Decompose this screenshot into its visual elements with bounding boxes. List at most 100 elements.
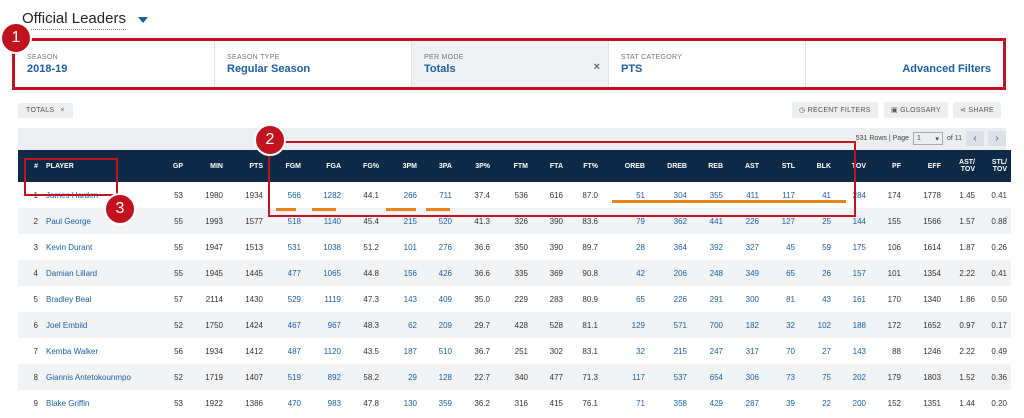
- column-header[interactable]: #: [18, 150, 42, 182]
- stat-link-cell[interactable]: 25: [799, 208, 835, 234]
- stat-link-cell[interactable]: 291: [709, 294, 723, 304]
- player-name-link[interactable]: Joel Embiid: [42, 312, 156, 338]
- stat-link-cell[interactable]: 300: [745, 294, 759, 304]
- stat-link-cell[interactable]: 79: [602, 208, 649, 234]
- stat-link-cell[interactable]: 202: [835, 364, 870, 390]
- stat-link-cell[interactable]: 426: [421, 260, 456, 286]
- stat-link-cell[interactable]: 144: [835, 208, 870, 234]
- stat-link-cell[interactable]: 157: [835, 260, 870, 286]
- player-name-link[interactable]: Kemba Walker: [46, 346, 99, 356]
- filter-season-type[interactable]: SEASON TYPE Regular Season: [215, 41, 412, 87]
- stat-link-cell[interactable]: 519: [267, 364, 305, 390]
- stat-link-cell[interactable]: 81: [786, 294, 795, 304]
- stat-link-cell[interactable]: 28: [636, 242, 645, 252]
- stat-link-cell[interactable]: 364: [673, 242, 687, 252]
- stat-link-cell[interactable]: 32: [636, 346, 645, 356]
- stat-link-cell[interactable]: 75: [799, 364, 835, 390]
- column-header[interactable]: FTA: [532, 150, 567, 182]
- player-name-link[interactable]: Bradley Beal: [46, 294, 92, 304]
- stat-link-cell[interactable]: 206: [649, 260, 691, 286]
- stat-link-cell[interactable]: 215: [383, 208, 421, 234]
- stat-link-cell[interactable]: 518: [267, 208, 305, 234]
- close-icon[interactable]: ×: [60, 107, 65, 114]
- share-button[interactable]: ⋖ SHARE: [953, 102, 1002, 118]
- filter-value[interactable]: Totals: [424, 63, 456, 75]
- stat-link-cell[interactable]: 27: [822, 346, 831, 356]
- totals-filter-chip[interactable]: TOTALS ×: [18, 103, 73, 118]
- stat-link-cell[interactable]: 306: [727, 364, 763, 390]
- column-header[interactable]: FTM: [494, 150, 532, 182]
- stat-link-cell[interactable]: 130: [403, 398, 417, 408]
- glossary-button[interactable]: ▣ GLOSSARY: [884, 102, 948, 118]
- stat-link-cell[interactable]: 59: [822, 242, 831, 252]
- stat-link-cell[interactable]: 1282: [323, 190, 341, 200]
- stat-link-cell[interactable]: 1120: [323, 346, 341, 356]
- column-header[interactable]: PF: [870, 150, 905, 182]
- advanced-filters-link[interactable]: Advanced Filters: [902, 63, 991, 75]
- stat-link-cell[interactable]: 358: [673, 398, 687, 408]
- filter-season[interactable]: SEASON 2018-19: [15, 41, 215, 87]
- stat-link-cell[interactable]: 65: [636, 294, 645, 304]
- stat-link-cell[interactable]: 41: [822, 190, 831, 200]
- column-header[interactable]: PLAYER: [42, 150, 156, 182]
- stat-link-cell[interactable]: 156: [383, 260, 421, 286]
- stat-link-cell[interactable]: 317: [745, 346, 759, 356]
- stat-link-cell[interactable]: 571: [649, 312, 691, 338]
- column-header[interactable]: 3P%: [456, 150, 494, 182]
- player-name-link[interactable]: Giannis Antetokounmpo: [42, 364, 156, 390]
- stat-link-cell[interactable]: 411: [746, 190, 759, 200]
- stat-link-cell[interactable]: 102: [799, 312, 835, 338]
- column-header[interactable]: TOV: [835, 150, 870, 182]
- stat-link-cell[interactable]: 327: [745, 242, 759, 252]
- stat-link-cell[interactable]: 1065: [305, 260, 345, 286]
- stat-link-cell[interactable]: 226: [673, 294, 687, 304]
- column-header[interactable]: 3PA: [421, 150, 456, 182]
- player-name-link[interactable]: Blake Griffin: [46, 398, 90, 408]
- stat-link-cell[interactable]: 409: [438, 294, 452, 304]
- stat-link-cell[interactable]: 392: [709, 242, 723, 252]
- stat-link-cell[interactable]: 520: [421, 208, 456, 234]
- stat-link-cell[interactable]: 70: [786, 346, 795, 356]
- stat-link-cell[interactable]: 143: [403, 294, 417, 304]
- page-title[interactable]: Official Leaders: [22, 10, 126, 30]
- stat-link-cell[interactable]: 892: [305, 364, 345, 390]
- column-header[interactable]: STL/ TOV: [979, 150, 1011, 182]
- stat-link-cell[interactable]: 32: [763, 312, 799, 338]
- column-header[interactable]: STL: [763, 150, 799, 182]
- stat-link-cell[interactable]: 182: [727, 312, 763, 338]
- recent-filters-button[interactable]: ◷ RECENT FILTERS: [792, 102, 878, 118]
- stat-link-cell[interactable]: 29: [383, 364, 421, 390]
- filter-per-mode[interactable]: PER MODE Totals ×: [412, 41, 609, 87]
- stat-link-cell[interactable]: 467: [267, 312, 305, 338]
- column-header[interactable]: MIN: [187, 150, 227, 182]
- stat-link-cell[interactable]: 209: [421, 312, 456, 338]
- stat-link-cell[interactable]: 161: [852, 294, 866, 304]
- stat-link-cell[interactable]: 62: [383, 312, 421, 338]
- stat-link-cell[interactable]: 248: [691, 260, 727, 286]
- stat-link-cell[interactable]: 117: [782, 190, 795, 200]
- column-header[interactable]: OREB: [602, 150, 649, 182]
- column-header[interactable]: 3PM: [383, 150, 421, 182]
- filter-value[interactable]: PTS: [621, 63, 643, 75]
- stat-link-cell[interactable]: 117: [602, 364, 649, 390]
- stat-link-cell[interactable]: 129: [602, 312, 649, 338]
- stat-link-cell[interactable]: 477: [267, 260, 305, 286]
- stat-link-cell[interactable]: 42: [602, 260, 649, 286]
- stat-link-cell[interactable]: 566: [287, 190, 301, 200]
- stat-link-cell[interactable]: 127: [763, 208, 799, 234]
- stat-link-cell[interactable]: 470: [287, 398, 301, 408]
- stat-link-cell[interactable]: 43: [822, 294, 831, 304]
- stat-link-cell[interactable]: 51: [636, 190, 645, 200]
- stat-link-cell[interactable]: 65: [763, 260, 799, 286]
- stat-link-cell[interactable]: 73: [763, 364, 799, 390]
- player-name-link[interactable]: Kevin Durant: [46, 242, 93, 252]
- stat-link-cell[interactable]: 967: [305, 312, 345, 338]
- stat-link-cell[interactable]: 266: [403, 190, 417, 200]
- filter-value[interactable]: 2018-19: [27, 63, 68, 75]
- stat-link-cell[interactable]: 128: [421, 364, 456, 390]
- prev-page-button[interactable]: ‹: [966, 131, 984, 146]
- column-header[interactable]: FT%: [567, 150, 602, 182]
- stat-link-cell[interactable]: 175: [852, 242, 866, 252]
- stat-link-cell[interactable]: 22: [822, 398, 831, 408]
- player-name-link[interactable]: Damian Lillard: [42, 260, 156, 286]
